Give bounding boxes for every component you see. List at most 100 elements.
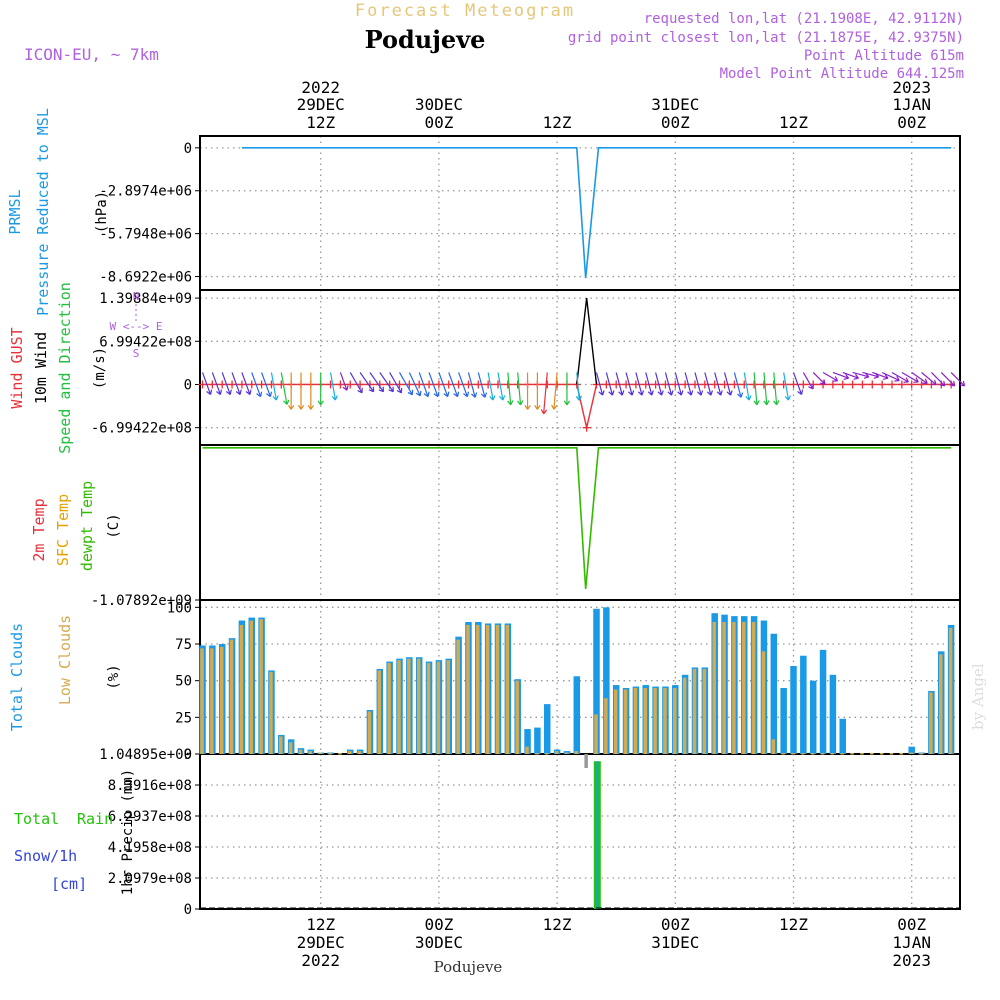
low-cloud-bar (879, 753, 884, 755)
wind-arrow (950, 372, 966, 387)
low-cloud-bar (801, 753, 805, 755)
low-cloud-bar (643, 688, 647, 754)
low-cloud-bar (929, 692, 933, 754)
wind-arrow (842, 371, 859, 380)
bottom-axis-hour: 12Z (779, 915, 808, 934)
gust-marker (750, 380, 759, 389)
gust-marker (336, 380, 345, 389)
low-cloud-bar (219, 646, 224, 754)
y-tick-label: 8.3916e+08 (108, 778, 192, 794)
point-altitude: Point Altitude 615m (804, 48, 964, 64)
low-cloud-bar (357, 751, 362, 754)
y-tick-label: 0 (184, 141, 192, 157)
y-tick-label: -5.7948e+06 (99, 227, 192, 243)
wind-arrow (802, 372, 814, 390)
low-cloud-bar (939, 654, 943, 754)
rain-label: Rain (77, 810, 113, 828)
wind-arrow (783, 372, 791, 401)
wind-gust-label: Wind GUST (8, 327, 26, 408)
wind-arrow (507, 372, 514, 406)
snow-unit: [cm] (51, 875, 87, 893)
total-cloud-bar (534, 727, 541, 754)
wind-arrow (307, 372, 315, 410)
low-cloud-bar (712, 622, 716, 754)
panel-frame (199, 135, 961, 291)
wind-speed-label: Speed and Direction (56, 282, 74, 454)
gust-marker (769, 380, 778, 389)
wind-arrow (832, 371, 850, 380)
wind-arrow (635, 372, 645, 396)
wind-arrow (792, 372, 804, 396)
pressure-series: PRMSL Pressure Reduced to MSL (hPa) (6, 108, 952, 316)
low-cloud-bar (318, 752, 322, 754)
temp-sfc-label: SFC Temp (54, 494, 72, 566)
wind-arrow (753, 372, 760, 406)
pressure-unit: (hPa) (94, 191, 110, 233)
low-cloud-bar (840, 753, 844, 755)
total-cloud-bar (809, 680, 817, 754)
low-cloud-bar (229, 639, 234, 754)
top-axis-hour: 00Z (424, 113, 453, 132)
wind-arrow (534, 372, 541, 410)
low-cloud-bar (702, 668, 707, 754)
low-cloud-bar (525, 746, 529, 754)
compass-south: S (133, 347, 140, 360)
gust-marker (828, 380, 837, 389)
wind-arrow (201, 372, 213, 396)
gust-marker (503, 380, 512, 389)
wind-arrow (389, 372, 403, 394)
wind-arrow (467, 372, 478, 398)
gust-marker (444, 380, 453, 389)
location-title: Podujeve (365, 25, 486, 54)
low-cloud-bar (604, 698, 608, 754)
total-cloud-bar (573, 676, 581, 754)
wind-arrow (645, 372, 654, 396)
compass-north: N (133, 290, 140, 303)
gust-marker (346, 380, 355, 389)
wind-arrow (684, 372, 694, 396)
temp-2m-label: 2m Temp (30, 498, 48, 561)
wind-arrow (297, 372, 305, 410)
low-cloud-bar (781, 753, 785, 755)
wind-arrow (901, 371, 919, 383)
wind-arrow (398, 372, 414, 396)
dewpoint-line (202, 447, 952, 589)
wind-arrow (812, 372, 826, 385)
low-cloud-bar (387, 663, 391, 754)
clouds-unit: (%) (106, 664, 122, 689)
low-cloud-bar (269, 671, 273, 754)
snow-label: Snow/1h (14, 847, 77, 865)
wind-arrow (280, 372, 290, 405)
bottom-axis-date: 29DEC (297, 933, 345, 952)
compass-east-west: W <--> E (110, 320, 163, 333)
wind-arrow (563, 372, 571, 406)
panel-temperature: -1.07892e+09 (91, 444, 961, 609)
wind-arrow (524, 372, 531, 410)
low-cloud-bar (673, 688, 677, 754)
low-cloud-bar (200, 648, 204, 754)
low-cloud-bar (860, 753, 864, 755)
temperature-series: 2m Temp SFC Temp dewpt Temp (C) (30, 447, 952, 589)
low-cloud-bar (377, 670, 382, 754)
bottom-axis-year: 2022 (301, 951, 340, 970)
low-cloud-bar (771, 739, 776, 754)
total-cloud-bar (544, 704, 551, 754)
wind-arrow (428, 372, 440, 398)
wind-arrow (664, 372, 674, 396)
low-cloud-bar (948, 627, 953, 754)
low-cloud-bar (476, 624, 480, 754)
wind-arrow (911, 371, 928, 384)
panel-frame (199, 289, 961, 446)
wind-unit: (m/s) (92, 347, 108, 389)
cloud-bars: Total Clouds Low Clouds (%) (8, 607, 955, 768)
total-cloud-bar (819, 649, 827, 754)
gust-marker (543, 380, 552, 389)
y-tick-label: 25 (175, 710, 192, 726)
low-cloud-bar (338, 753, 342, 755)
wind-arrow (595, 372, 605, 396)
low-cloud-bar (574, 751, 579, 754)
wind-arrow (379, 372, 394, 393)
gust-marker (868, 380, 877, 389)
low-cloud-bar (810, 753, 815, 755)
wind-arrow (551, 372, 558, 410)
